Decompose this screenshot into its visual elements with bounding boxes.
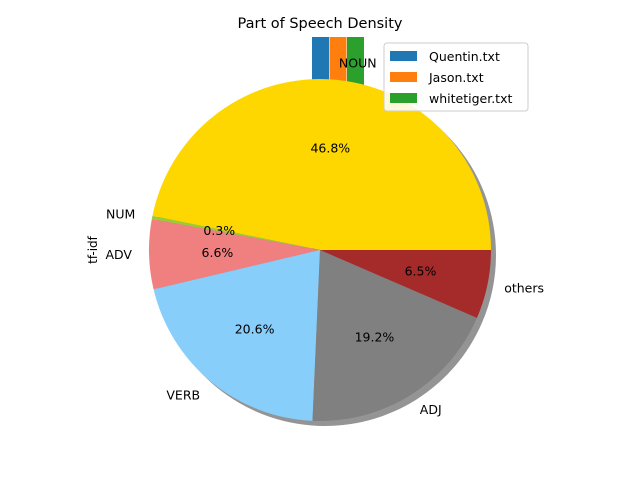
pct-label-others: 6.5% xyxy=(405,263,437,278)
slice-label-adv: ADV xyxy=(105,247,132,262)
pct-label-noun: 46.8% xyxy=(310,140,350,155)
slice-label-adj: ADJ xyxy=(420,402,442,417)
legend-label-0: Quentin.txt xyxy=(429,49,500,64)
pct-label-adj: 19.2% xyxy=(355,329,395,344)
pct-label-verb: 20.6% xyxy=(235,322,275,337)
legend-swatch-0 xyxy=(390,51,417,61)
pie-slice-noun xyxy=(152,79,492,250)
legend-swatch-1 xyxy=(390,72,417,82)
pie-slices xyxy=(149,79,492,421)
slice-label-others: others xyxy=(504,281,544,296)
pie-slice-num xyxy=(151,215,320,250)
pie-slice-verb xyxy=(153,250,320,421)
pct-label-adv: 6.6% xyxy=(202,245,234,260)
legend-frame xyxy=(383,42,529,112)
pie-labels: 46.8% NOUN 0.3% NUM 6.6% ADV 20.6% VERB 19.2% ADJ… xyxy=(105,55,544,417)
legend-swatch-2 xyxy=(390,93,417,103)
slice-label-verb: VERB xyxy=(166,387,200,402)
pie-slice-adj xyxy=(312,250,477,421)
legend-label-2: whitetiger.txt xyxy=(429,91,512,106)
y-axis-label: tf-idf xyxy=(86,235,100,264)
slice-label-noun: NOUN xyxy=(339,55,377,70)
legend: Quentin.txt Jason.txt whitetiger.txt xyxy=(383,42,529,112)
slice-label-num: NUM xyxy=(106,207,135,222)
legend-label-1: Jason.txt xyxy=(428,70,484,85)
chart-title: Part of Speech Density xyxy=(238,16,403,32)
pie-slice-adv xyxy=(149,219,320,290)
pct-label-num: 0.3% xyxy=(203,223,235,238)
pie-slice-others xyxy=(320,250,491,318)
